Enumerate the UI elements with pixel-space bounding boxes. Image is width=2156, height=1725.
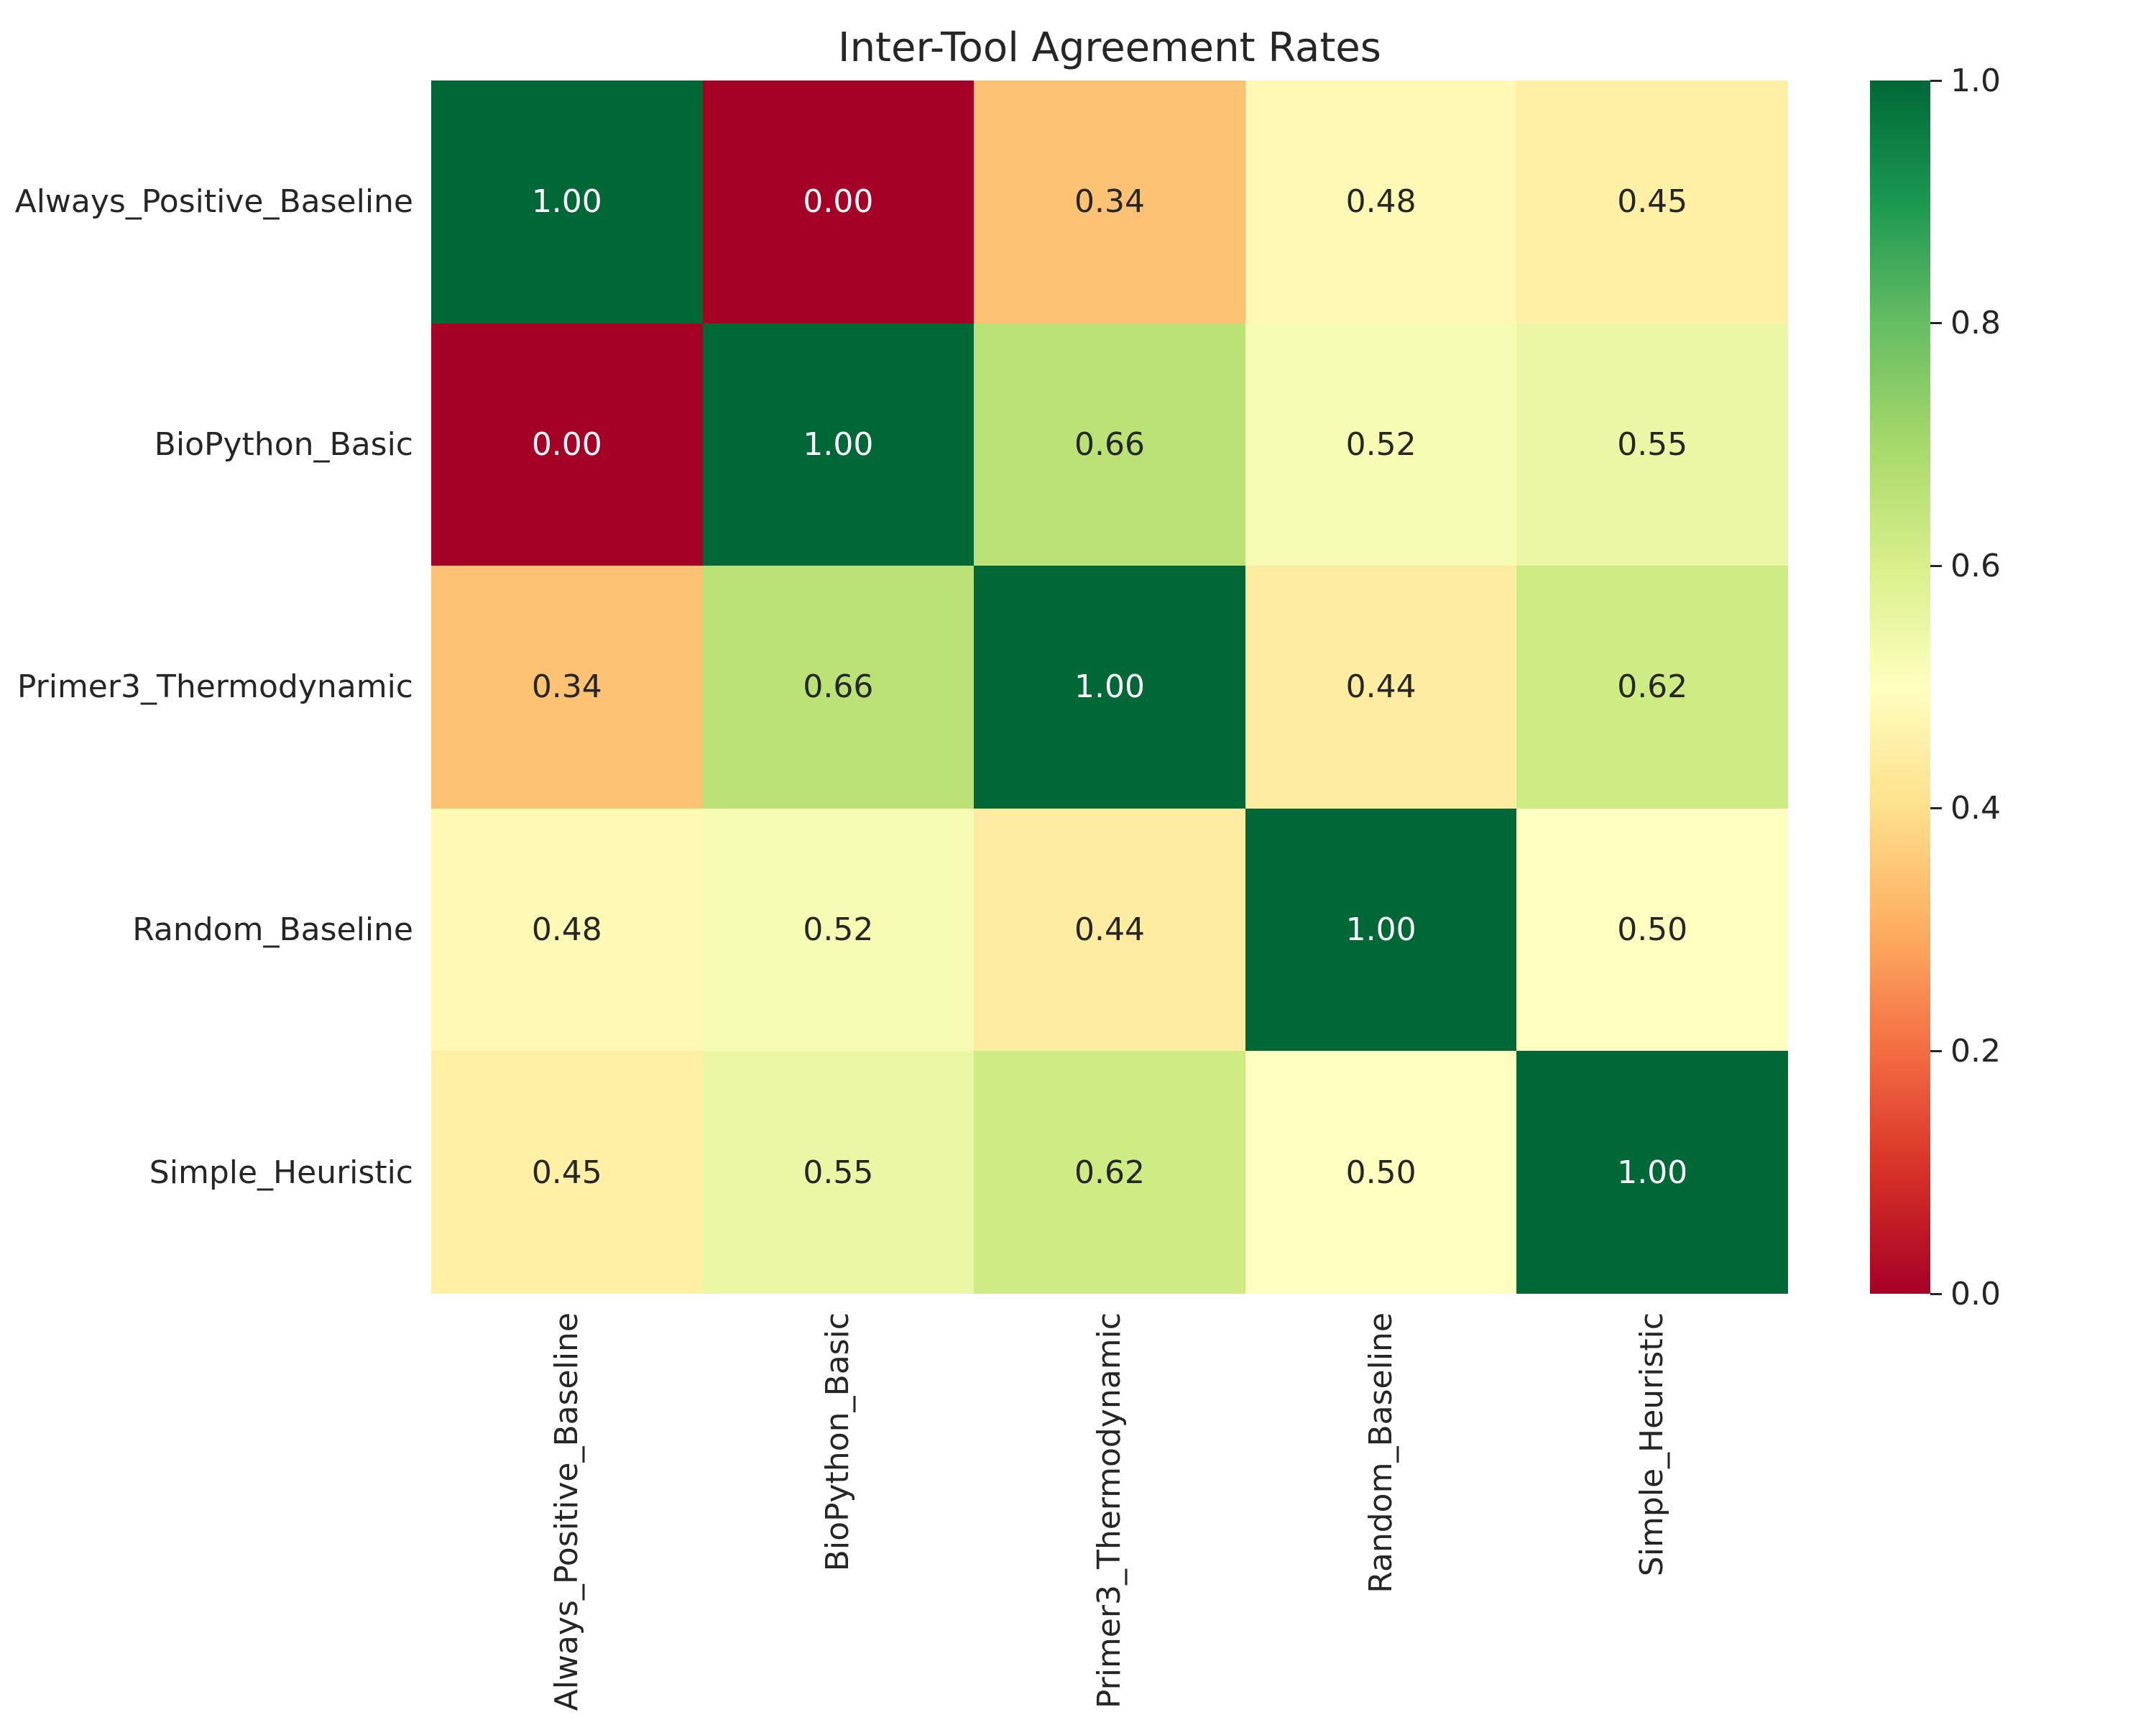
colorbar-tick-label: 0.2 xyxy=(1950,1032,2001,1070)
colorbar-tick-mark xyxy=(1930,1292,1942,1295)
x-tick-label: Always_Positive_Baseline xyxy=(548,1312,585,1711)
cell-annotation: 1.00 xyxy=(1074,668,1145,706)
cell-annotation: 0.55 xyxy=(803,1154,874,1191)
cell-annotation: 0.00 xyxy=(531,426,602,463)
cell-annotation: 0.66 xyxy=(803,668,874,706)
x-tick-label: Simple_Heuristic xyxy=(1634,1312,1671,1577)
heatmap-cell: 0.00 xyxy=(431,323,703,566)
colorbar-tick-label: 0.8 xyxy=(1950,305,2001,342)
heatmap-grid: 1.00 0.00 0.34 0.48 0.45 0.00 1.00 0.66 0.52 0.55… xyxy=(431,80,1788,1294)
x-tick-label: BioPython_Basic xyxy=(819,1312,857,1572)
cell-annotation: 0.62 xyxy=(1074,1154,1145,1191)
heatmap-cell: 0.44 xyxy=(974,808,1245,1052)
cell-annotation: 1.00 xyxy=(1617,1154,1688,1191)
x-tick-label: Primer3_Thermodynamic xyxy=(1091,1312,1128,1709)
colorbar-tick-mark xyxy=(1930,322,1942,325)
colorbar-tick-mark xyxy=(1930,79,1942,82)
cell-annotation: 0.34 xyxy=(1074,183,1145,221)
heatmap-cell: 0.66 xyxy=(702,566,975,809)
cell-annotation: 0.50 xyxy=(1617,911,1688,949)
heatmap-cell: 1.00 xyxy=(1245,808,1517,1052)
cell-annotation: 1.00 xyxy=(803,426,874,463)
heatmap-cell: 0.48 xyxy=(1245,80,1517,323)
heatmap-cell: 0.66 xyxy=(974,323,1245,566)
heatmap-cell: 1.00 xyxy=(1516,1051,1788,1294)
cell-annotation: 0.52 xyxy=(803,911,874,949)
y-tick-label: Random_Baseline xyxy=(132,911,413,949)
y-tick-label: Simple_Heuristic xyxy=(149,1154,413,1191)
heatmap-cell: 0.45 xyxy=(1516,80,1788,323)
heatmap-cell: 0.00 xyxy=(702,80,975,323)
heatmap-cell: 0.34 xyxy=(431,566,703,809)
cell-annotation: 0.48 xyxy=(531,911,602,949)
heatmap-cell: 0.62 xyxy=(974,1051,1245,1294)
cell-annotation: 0.55 xyxy=(1617,426,1688,463)
heatmap-cell: 1.00 xyxy=(974,566,1245,809)
cell-annotation: 1.00 xyxy=(531,183,602,221)
heatmap-cell: 0.34 xyxy=(974,80,1245,323)
y-tick-label: BioPython_Basic xyxy=(154,426,413,463)
cell-annotation: 0.45 xyxy=(531,1154,602,1191)
colorbar-tick-label: 0.0 xyxy=(1950,1275,2001,1312)
cell-annotation: 0.50 xyxy=(1345,1154,1416,1191)
colorbar-tick-label: 0.6 xyxy=(1950,547,2001,584)
heatmap-cell: 0.52 xyxy=(1245,323,1517,566)
heatmap-cell: 0.50 xyxy=(1245,1051,1517,1294)
heatmap-cell: 0.44 xyxy=(1245,566,1517,809)
colorbar-tick-mark xyxy=(1930,564,1942,567)
cell-annotation: 0.44 xyxy=(1345,668,1416,706)
heatmap-cell: 1.00 xyxy=(702,323,975,566)
y-tick-label: Always_Positive_Baseline xyxy=(14,183,413,221)
heatmap-cell: 1.00 xyxy=(431,80,703,323)
x-tick-label: Random_Baseline xyxy=(1362,1312,1399,1593)
cell-annotation: 0.44 xyxy=(1074,911,1145,949)
cell-annotation: 0.52 xyxy=(1345,426,1416,463)
cell-annotation: 0.48 xyxy=(1345,183,1416,221)
cell-annotation: 0.45 xyxy=(1617,183,1688,221)
y-tick-label: Primer3_Thermodynamic xyxy=(17,668,413,706)
heatmap-cell: 0.62 xyxy=(1516,566,1788,809)
cell-annotation: 0.66 xyxy=(1074,426,1145,463)
colorbar-tick-mark xyxy=(1930,1049,1942,1052)
heatmap-cell: 0.55 xyxy=(1516,323,1788,566)
colorbar-tick-label: 0.4 xyxy=(1950,790,2001,827)
chart-title: Inter-Tool Agreement Rates xyxy=(838,24,1381,71)
colorbar xyxy=(1870,80,1930,1294)
cell-annotation: 0.00 xyxy=(803,183,874,221)
heatmap-cell: 0.45 xyxy=(431,1051,703,1294)
cell-annotation: 0.62 xyxy=(1617,668,1688,706)
heatmap-cell: 0.52 xyxy=(702,808,975,1052)
heatmap-cell: 0.50 xyxy=(1516,808,1788,1052)
colorbar-tick-mark xyxy=(1930,807,1942,810)
cell-annotation: 1.00 xyxy=(1345,911,1416,949)
heatmap-cell: 0.48 xyxy=(431,808,703,1052)
cell-annotation: 0.34 xyxy=(531,668,602,706)
heatmap-cell: 0.55 xyxy=(702,1051,975,1294)
colorbar-tick-label: 1.0 xyxy=(1950,62,2001,99)
